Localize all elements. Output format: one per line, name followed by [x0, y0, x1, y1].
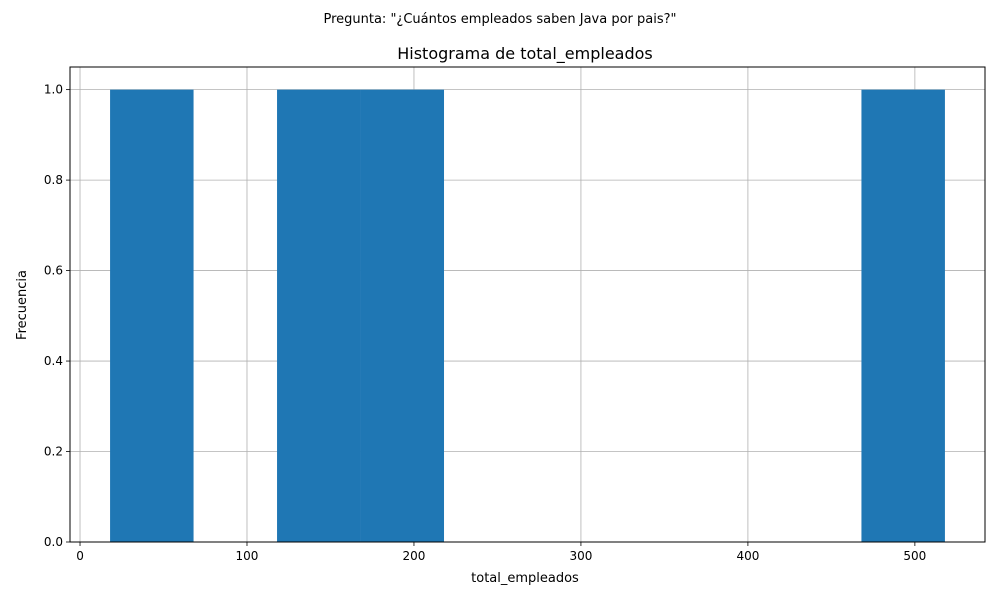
y-tick-label: 0.6 — [44, 264, 63, 278]
y-tick-label: 0.2 — [44, 445, 63, 459]
plot-area-frame — [69, 66, 986, 543]
y-axis-label: Frecuencia — [15, 270, 30, 340]
x-tick-label: 200 — [403, 549, 426, 563]
x-tick-label: 0 — [76, 549, 84, 563]
x-tick-label: 100 — [236, 549, 259, 563]
y-axis-ticks: 0.0 0.2 0.4 0.6 0.8 1.0 — [44, 83, 70, 549]
x-axis-ticks: 0 100 200 300 400 500 — [76, 542, 926, 563]
y-tick-label: 1.0 — [44, 83, 63, 97]
histogram-bar-2 — [277, 89, 361, 542]
chart-title: Histograma de total_empleados — [397, 44, 653, 64]
figure-suptitle: Pregunta: "¿Cuántos empleados saben Java… — [323, 12, 676, 27]
histogram-bars — [110, 89, 945, 542]
y-tick-label: 0.8 — [44, 173, 63, 187]
x-tick-label: 500 — [903, 549, 926, 563]
y-tick-label: 0.0 — [44, 535, 63, 549]
histogram-bar-3 — [360, 89, 445, 542]
y-tick-label: 0.4 — [44, 354, 63, 368]
x-axis-label: total_empleados — [471, 571, 579, 586]
histogram-bar-0 — [110, 89, 194, 542]
histogram-bar-9 — [861, 89, 945, 542]
x-tick-label: 400 — [736, 549, 759, 563]
grid-lines — [70, 67, 985, 543]
x-tick-label: 300 — [569, 549, 592, 563]
